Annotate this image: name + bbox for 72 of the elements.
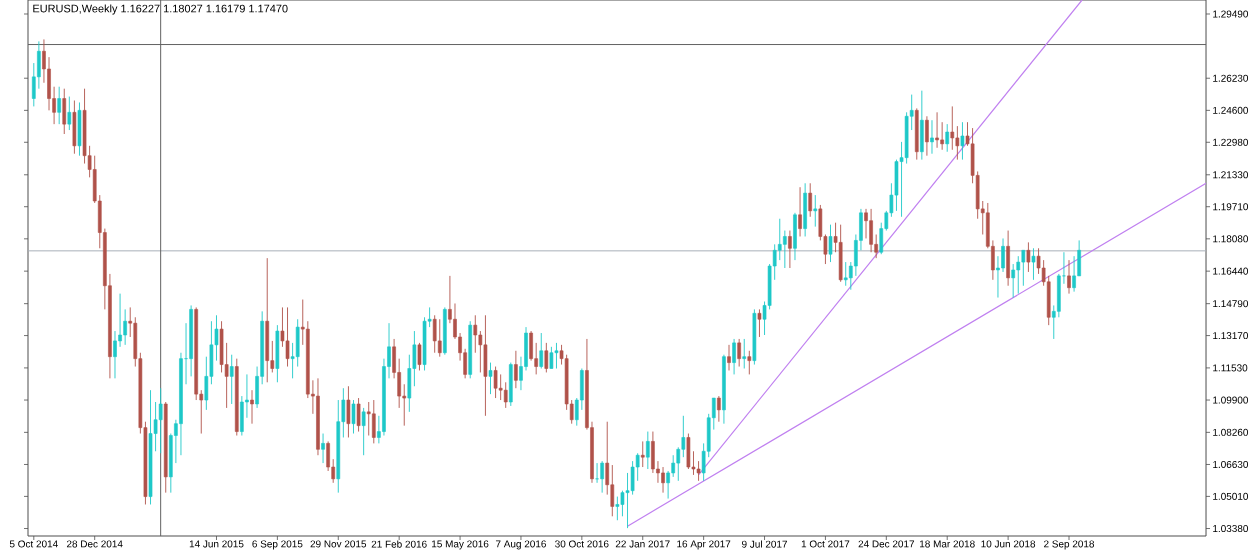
candlestick <box>437 318 442 358</box>
candlestick <box>732 338 736 375</box>
candlestick <box>432 314 437 354</box>
candlestick <box>803 182 807 237</box>
candlestick <box>1016 255 1021 295</box>
candlestick <box>554 342 559 369</box>
candlestick <box>503 381 508 409</box>
candlestick <box>686 433 691 470</box>
candlestick <box>265 257 270 383</box>
candlestick <box>1031 247 1036 281</box>
candlestick <box>229 354 234 405</box>
candlestick <box>615 496 620 521</box>
candlestick <box>1011 263 1015 298</box>
candlestick <box>250 389 254 425</box>
candlestick <box>77 102 82 157</box>
candlestick <box>158 387 163 454</box>
candlestick <box>514 350 518 389</box>
candlestick <box>828 224 833 263</box>
candlestick <box>935 111 939 149</box>
candlestick <box>838 224 843 283</box>
candlestick <box>351 399 356 434</box>
candlestick <box>346 385 351 438</box>
candlestick <box>1021 249 1026 287</box>
candlestick <box>640 440 645 468</box>
candlestick <box>285 306 290 367</box>
candlestick <box>600 460 604 494</box>
candlestick <box>483 314 488 417</box>
candlestick <box>1026 241 1031 273</box>
candlestick <box>813 194 818 228</box>
candlestick <box>661 466 665 494</box>
candlestick <box>417 342 422 371</box>
candlestick <box>371 399 376 444</box>
candlestick <box>843 261 848 287</box>
candlestick <box>275 324 280 383</box>
candlestick <box>321 433 325 464</box>
candlestick <box>757 308 762 338</box>
candlestick <box>488 362 493 395</box>
candlestick <box>72 100 77 155</box>
candlestick <box>808 182 813 218</box>
candlestick <box>646 431 650 470</box>
candlestick <box>57 86 61 125</box>
candlestick <box>920 90 924 161</box>
candlestick <box>539 332 544 369</box>
candlestick <box>1006 230 1010 287</box>
candlestick <box>493 366 498 399</box>
candlestick <box>752 308 757 365</box>
candlestick <box>361 407 366 456</box>
candlestick <box>798 186 802 237</box>
candlestick <box>945 123 950 153</box>
candlestick <box>869 208 873 253</box>
candlestick <box>914 107 919 161</box>
candlestick <box>788 230 792 269</box>
candlestick <box>498 373 503 401</box>
candlestick <box>549 346 554 369</box>
candlestick <box>356 397 361 432</box>
candlestick <box>544 342 549 373</box>
candlestick <box>930 119 934 155</box>
candlestick <box>747 350 752 375</box>
candlestick <box>960 121 965 161</box>
candlestick <box>793 212 797 261</box>
candlestick <box>717 395 721 423</box>
candlestick <box>1067 259 1071 295</box>
candlestick <box>925 115 929 157</box>
candlestick <box>742 338 747 369</box>
candlestick <box>508 362 513 407</box>
candlestick <box>62 88 67 135</box>
candlestick <box>366 401 371 436</box>
candlestick <box>67 96 72 131</box>
candlestick <box>1072 255 1076 293</box>
candlestick <box>727 344 731 371</box>
candlestick <box>443 306 447 356</box>
candlestick <box>737 338 741 367</box>
